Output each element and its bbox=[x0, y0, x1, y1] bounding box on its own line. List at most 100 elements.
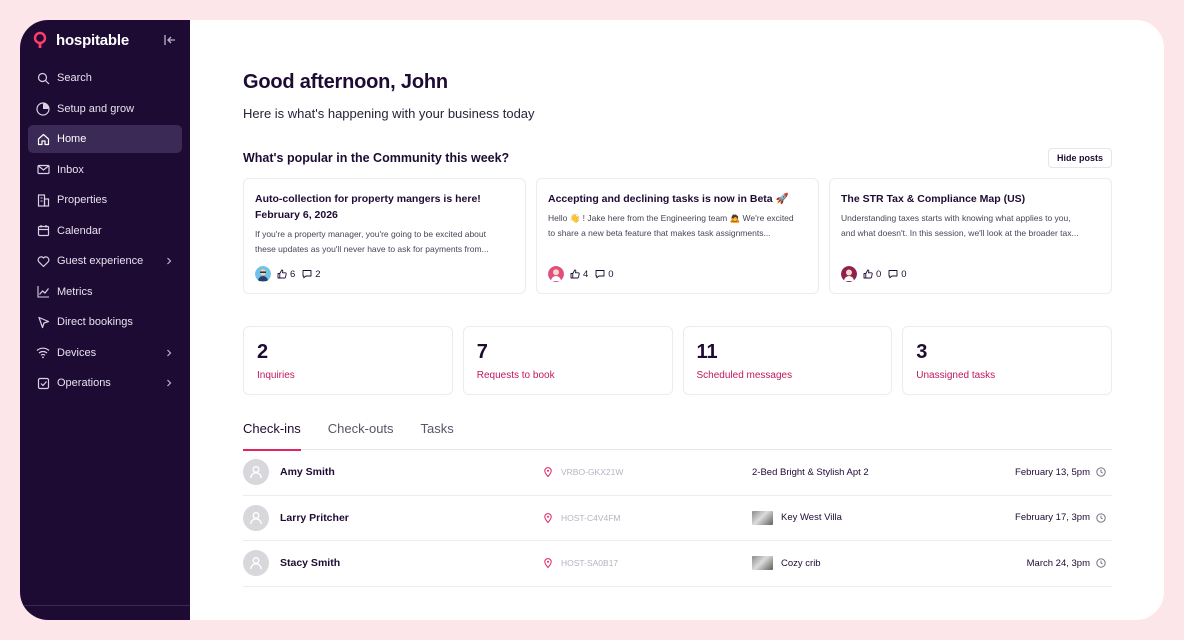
table-row[interactable]: Larry Pritcher HOST-C4V4FM Key West Vill… bbox=[243, 496, 1112, 541]
table-row[interactable]: Stacy Smith HOST-SA0B17 Cozy crib March … bbox=[243, 541, 1112, 587]
guest-cell: Amy Smith bbox=[243, 459, 543, 486]
cursor-arrow-icon bbox=[36, 315, 50, 329]
clock-icon bbox=[1096, 558, 1106, 568]
checkbox-icon bbox=[36, 376, 50, 390]
post-meta: 4 0 bbox=[548, 266, 621, 282]
booking-code-cell: HOST-SA0B17 bbox=[543, 558, 752, 569]
guest-name: Stacy Smith bbox=[280, 557, 341, 570]
sidebar-nav: Search Setup and grow Home Inbox Propert… bbox=[20, 64, 190, 397]
post-excerpt-line: If you're a property manager, you're goi… bbox=[255, 229, 487, 239]
sidebar-item-home[interactable]: Home bbox=[28, 125, 182, 153]
post-excerpt-line: Understanding taxes starts with knowing … bbox=[841, 213, 1071, 223]
checkin-date: February 17, 3pm bbox=[1015, 512, 1090, 524]
sidebar-item-label: Setup and grow bbox=[57, 102, 135, 115]
likes-count: 4 bbox=[583, 268, 589, 280]
tab-tasks[interactable]: Tasks bbox=[420, 421, 454, 436]
post-meta: 6 2 bbox=[255, 266, 328, 282]
app-frame: hospitable Search Setup and grow Home In… bbox=[20, 20, 1164, 620]
sidebar-item-operations[interactable]: Operations bbox=[28, 369, 182, 397]
map-pin-icon bbox=[543, 512, 553, 523]
community-post-card[interactable]: Accepting and declining tasks is now in … bbox=[536, 178, 819, 294]
mail-icon bbox=[36, 163, 50, 177]
chevron-right-icon bbox=[164, 256, 174, 266]
sidebar-item-label: Home bbox=[57, 133, 87, 145]
sidebar: hospitable Search Setup and grow Home In… bbox=[20, 20, 190, 620]
sidebar-item-guest-experience[interactable]: Guest experience bbox=[28, 247, 182, 275]
post-excerpt-line: Hello 👋 ! Jake here from the Engineering… bbox=[548, 213, 794, 223]
user-placeholder-icon bbox=[243, 504, 269, 531]
community-post-card[interactable]: Auto-collection for property mangers is … bbox=[243, 178, 526, 294]
sidebar-item-devices[interactable]: Devices bbox=[28, 339, 182, 367]
table-row[interactable]: Amy Smith VRBO-GKX21W 2-Bed Bright & Sty… bbox=[243, 450, 1112, 496]
property-cell: 2-Bed Bright & Stylish Apt 2 bbox=[752, 467, 952, 478]
property-name: Cozy crib bbox=[781, 557, 821, 569]
stat-label: Requests to book bbox=[476, 370, 555, 381]
sidebar-item-label: Guest experience bbox=[57, 255, 144, 267]
chevron-right-icon bbox=[164, 378, 174, 388]
sidebar-item-metrics[interactable]: Metrics bbox=[28, 278, 182, 306]
stat-value: 7 bbox=[476, 341, 488, 363]
sidebar-item-label: Inbox bbox=[57, 163, 84, 176]
comment-icon bbox=[595, 269, 605, 279]
sidebar-item-inbox[interactable]: Inbox bbox=[28, 156, 182, 184]
clock-icon bbox=[1096, 467, 1106, 477]
stat-card-inquiries[interactable]: 2 Inquiries bbox=[243, 326, 453, 395]
community-title: What's popular in the Community this wee… bbox=[243, 151, 510, 165]
map-pin-icon bbox=[543, 558, 553, 569]
sidebar-item-label: Properties bbox=[57, 194, 108, 206]
property-cell: Cozy crib bbox=[752, 556, 952, 571]
checkin-date-cell: February 13, 5pm bbox=[1015, 467, 1112, 478]
property-thumbnail bbox=[752, 556, 773, 571]
post-excerpt: Understanding taxes starts with knowing … bbox=[841, 211, 1100, 241]
brand-header: hospitable bbox=[20, 20, 190, 60]
sidebar-item-setup-and-grow[interactable]: Setup and grow bbox=[28, 95, 182, 123]
tab-check-ins[interactable]: Check-ins bbox=[243, 421, 301, 451]
property-name: Key West Villa bbox=[781, 512, 842, 524]
collapse-sidebar-icon[interactable] bbox=[162, 32, 178, 48]
chart-line-icon bbox=[36, 285, 50, 299]
post-excerpt: Hello 👋 ! Jake here from the Engineering… bbox=[548, 211, 807, 241]
checkin-date: February 13, 5pm bbox=[1015, 466, 1090, 478]
post-excerpt-line: to share a new beta feature that makes t… bbox=[548, 228, 771, 238]
stats-row: 2 Inquiries 7 Requests to book 11 Schedu… bbox=[243, 326, 1112, 395]
tab-check-outs[interactable]: Check-outs bbox=[327, 421, 394, 436]
comments-count: 0 bbox=[901, 268, 907, 280]
stat-card-scheduled-messages[interactable]: 11 Scheduled messages bbox=[682, 326, 893, 395]
community-header: What's popular in the Community this wee… bbox=[243, 148, 1112, 168]
calendar-icon bbox=[36, 224, 50, 238]
checkin-date: March 24, 3pm bbox=[1026, 557, 1090, 569]
post-excerpt-line: these updates as you'll never have to as… bbox=[255, 244, 489, 254]
comments-count: 0 bbox=[608, 268, 614, 280]
brand-name: hospitable bbox=[56, 31, 130, 49]
reservation-tabs: Check-ins Check-outs Tasks bbox=[243, 421, 1112, 451]
sidebar-divider bbox=[20, 605, 190, 606]
stat-value: 11 bbox=[696, 341, 718, 363]
booking-code: HOST-C4V4FM bbox=[561, 512, 621, 523]
stat-card-unassigned-tasks[interactable]: 3 Unassigned tasks bbox=[902, 326, 1112, 395]
sidebar-item-direct-bookings[interactable]: Direct bookings bbox=[28, 308, 182, 336]
property-cell: Key West Villa bbox=[752, 510, 952, 525]
building-icon bbox=[36, 193, 50, 207]
post-title: The STR Tax & Compliance Map (US) bbox=[841, 193, 1026, 205]
sidebar-item-search[interactable]: Search bbox=[28, 64, 182, 92]
likes-count: 6 bbox=[290, 268, 296, 280]
sidebar-item-properties[interactable]: Properties bbox=[28, 186, 182, 214]
comments-count: 2 bbox=[315, 268, 321, 280]
sidebar-item-label: Operations bbox=[57, 377, 111, 389]
booking-code-cell: VRBO-GKX21W bbox=[543, 467, 752, 478]
guest-name: Amy Smith bbox=[280, 466, 335, 479]
stat-card-requests-to-book[interactable]: 7 Requests to book bbox=[462, 326, 673, 395]
sidebar-item-calendar[interactable]: Calendar bbox=[28, 217, 182, 245]
stat-label: Inquiries bbox=[257, 370, 295, 381]
community-post-card[interactable]: The STR Tax & Compliance Map (US) Unders… bbox=[829, 178, 1112, 294]
user-placeholder-icon bbox=[243, 459, 269, 486]
sidebar-item-label: Direct bookings bbox=[57, 316, 133, 328]
author-avatar bbox=[548, 266, 564, 282]
hide-posts-button[interactable]: Hide posts bbox=[1047, 148, 1112, 168]
guest-name: Larry Pritcher bbox=[280, 511, 349, 524]
stat-label: Unassigned tasks bbox=[916, 370, 996, 381]
guest-cell: Stacy Smith bbox=[243, 550, 543, 577]
community-posts: Auto-collection for property mangers is … bbox=[243, 178, 1112, 294]
post-title: Auto-collection for property mangers is … bbox=[255, 193, 481, 205]
booking-code-cell: HOST-C4V4FM bbox=[543, 513, 752, 523]
